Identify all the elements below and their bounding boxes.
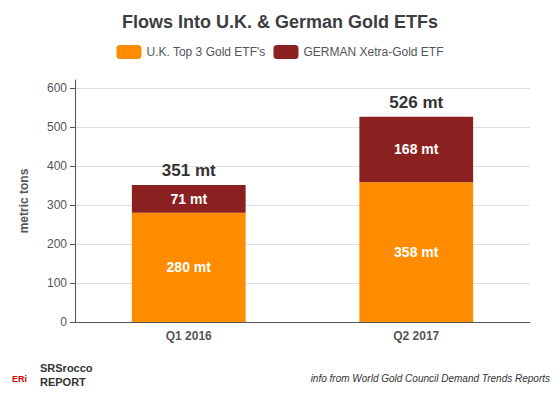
svg-text:100: 100 [47, 276, 67, 290]
svg-text:600: 600 [47, 81, 67, 95]
svg-text:REPORT: REPORT [40, 376, 86, 388]
svg-text:info from World Gold Council D: info from World Gold Council Demand Tren… [311, 373, 550, 384]
svg-text:GERMAN Xetra-Gold ETF: GERMAN Xetra-Gold ETF [303, 45, 443, 59]
svg-text:526 mt: 526 mt [389, 93, 443, 112]
svg-text:358 mt: 358 mt [394, 244, 439, 260]
svg-text:0: 0 [60, 315, 67, 329]
svg-text:300: 300 [47, 198, 67, 212]
svg-text:168 mt: 168 mt [394, 141, 439, 157]
svg-text:U.K. Top 3 Gold ETF's: U.K. Top 3 Gold ETF's [146, 45, 265, 59]
svg-text:280 mt: 280 mt [167, 259, 212, 275]
svg-text:Q2 2017: Q2 2017 [393, 329, 439, 343]
svg-text:351 mt: 351 mt [162, 161, 216, 180]
svg-text:200: 200 [47, 237, 67, 251]
svg-text:400: 400 [47, 159, 67, 173]
svg-text:SRSrocco: SRSrocco [40, 362, 93, 374]
svg-text:Q1 2016: Q1 2016 [166, 329, 212, 343]
svg-text:Flows Into U.K. & German Gold: Flows Into U.K. & German Gold ETFs [122, 12, 438, 32]
svg-text:500: 500 [47, 120, 67, 134]
svg-text:71 mt: 71 mt [170, 191, 207, 207]
svg-text:ERi: ERi [12, 374, 27, 384]
svg-text:metric tons: metric tons [17, 168, 31, 233]
